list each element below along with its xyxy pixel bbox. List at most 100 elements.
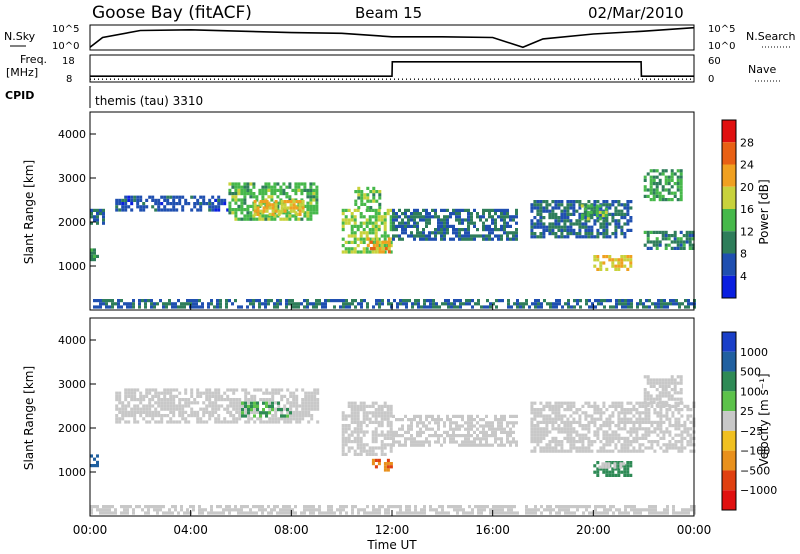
heatmap-cell <box>483 508 486 512</box>
velocity-heatmap <box>90 375 696 515</box>
heatmap-cell <box>303 508 306 512</box>
heatmap-cell <box>201 511 204 515</box>
heatmap-cell <box>473 443 476 447</box>
heatmap-cell <box>670 397 674 401</box>
heatmap-cell <box>90 505 93 509</box>
heatmap-cell <box>510 305 513 309</box>
heatmap-cell <box>626 411 630 415</box>
heatmap-cell <box>365 250 369 254</box>
heatmap-cell <box>434 208 437 212</box>
heatmap-cell <box>617 414 621 418</box>
heatmap-cell <box>611 433 615 437</box>
heatmap-cell <box>587 219 591 223</box>
heatmap-cell <box>600 299 603 303</box>
heatmap-cell <box>495 305 498 309</box>
y-tick-label: 3000 <box>58 172 86 185</box>
heatmap-cell <box>643 388 647 392</box>
heatmap-cell <box>557 200 561 204</box>
heatmap-cell <box>130 198 134 202</box>
heatmap-cell <box>108 305 111 309</box>
heatmap-cell <box>115 208 119 212</box>
heatmap-cell <box>641 433 645 437</box>
heatmap-cell <box>643 394 647 398</box>
heatmap-cell <box>428 231 431 235</box>
heatmap-cell <box>365 417 369 421</box>
heatmap-cell <box>534 299 537 303</box>
heatmap-cell <box>679 237 683 241</box>
heatmap-cell <box>255 299 258 303</box>
heatmap-cell <box>145 205 149 209</box>
heatmap-cell <box>643 175 647 179</box>
heatmap-cell <box>219 511 222 515</box>
heatmap-cell <box>380 244 384 248</box>
heatmap-cell <box>123 511 126 515</box>
heatmap-cell <box>500 437 503 441</box>
heatmap-cell <box>690 302 693 306</box>
heatmap-cell <box>673 384 677 388</box>
heatmap-cell <box>549 508 552 512</box>
heatmap-cell <box>661 381 665 385</box>
heatmap-cell <box>294 182 298 186</box>
heatmap-cell <box>232 398 236 402</box>
heatmap-cell <box>244 391 248 395</box>
heatmap-cell <box>477 302 480 306</box>
heatmap-cell <box>255 217 259 221</box>
heatmap-cell <box>141 299 144 303</box>
heatmap-cell <box>271 394 275 398</box>
heatmap-cell <box>661 194 665 198</box>
heatmap-cell <box>663 305 666 309</box>
heatmap-cell <box>632 449 636 453</box>
heatmap-cell <box>629 261 633 265</box>
heatmap-cell <box>506 231 509 235</box>
heatmap-cell <box>90 221 93 225</box>
heatmap-cell <box>383 462 387 466</box>
heatmap-cell <box>297 185 301 189</box>
heatmap-cell <box>533 417 537 421</box>
heatmap-cell <box>347 240 351 244</box>
heatmap-cell <box>467 427 470 431</box>
heatmap-cell <box>661 384 665 388</box>
heatmap-cell <box>250 404 253 408</box>
heatmap-cell <box>133 198 137 202</box>
heatmap-cell <box>507 299 510 303</box>
heatmap-cell <box>202 391 206 395</box>
heatmap-cell <box>467 418 470 422</box>
heatmap-cell <box>240 208 244 212</box>
heatmap-cell <box>623 222 627 226</box>
heatmap-cell <box>285 192 289 196</box>
heatmap-cell <box>618 299 621 303</box>
heatmap-cell <box>515 421 518 425</box>
heatmap-cell <box>603 511 606 515</box>
heatmap-cell <box>503 430 506 434</box>
heatmap-cell <box>274 200 278 204</box>
heatmap-cell <box>174 505 177 509</box>
heatmap-cell <box>357 206 361 210</box>
heatmap-cell <box>646 404 650 408</box>
heatmap-cell <box>590 420 594 424</box>
heatmap-cell <box>661 230 665 234</box>
heatmap-cell <box>587 446 591 450</box>
heatmap-cell <box>264 305 267 309</box>
heatmap-cell <box>679 243 683 247</box>
heatmap-cell <box>434 421 437 425</box>
heatmap-cell <box>313 407 317 411</box>
heatmap-cell <box>220 202 224 206</box>
heatmap-cell <box>551 200 555 204</box>
heatmap-cell <box>614 424 618 428</box>
heatmap-cell <box>410 215 413 219</box>
heatmap-cell <box>455 414 458 418</box>
heatmap-cell <box>205 404 209 408</box>
heatmap-cell <box>563 235 567 239</box>
heatmap-cell <box>572 446 576 450</box>
heatmap-cell <box>670 381 674 385</box>
heatmap-cell <box>497 437 500 441</box>
heatmap-cell <box>680 433 684 437</box>
heatmap-cell <box>629 219 633 223</box>
heatmap-cell <box>344 436 348 440</box>
heatmap-cell <box>142 410 146 414</box>
heatmap-cell <box>632 436 636 440</box>
heatmap-cell <box>316 404 320 408</box>
heatmap-cell <box>237 305 240 309</box>
heatmap-cell <box>569 443 573 447</box>
heatmap-cell <box>306 302 309 306</box>
